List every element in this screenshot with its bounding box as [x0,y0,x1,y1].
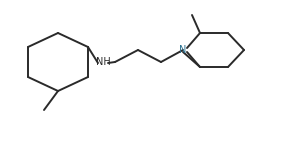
Text: NH: NH [96,57,110,67]
Text: N: N [179,45,187,55]
